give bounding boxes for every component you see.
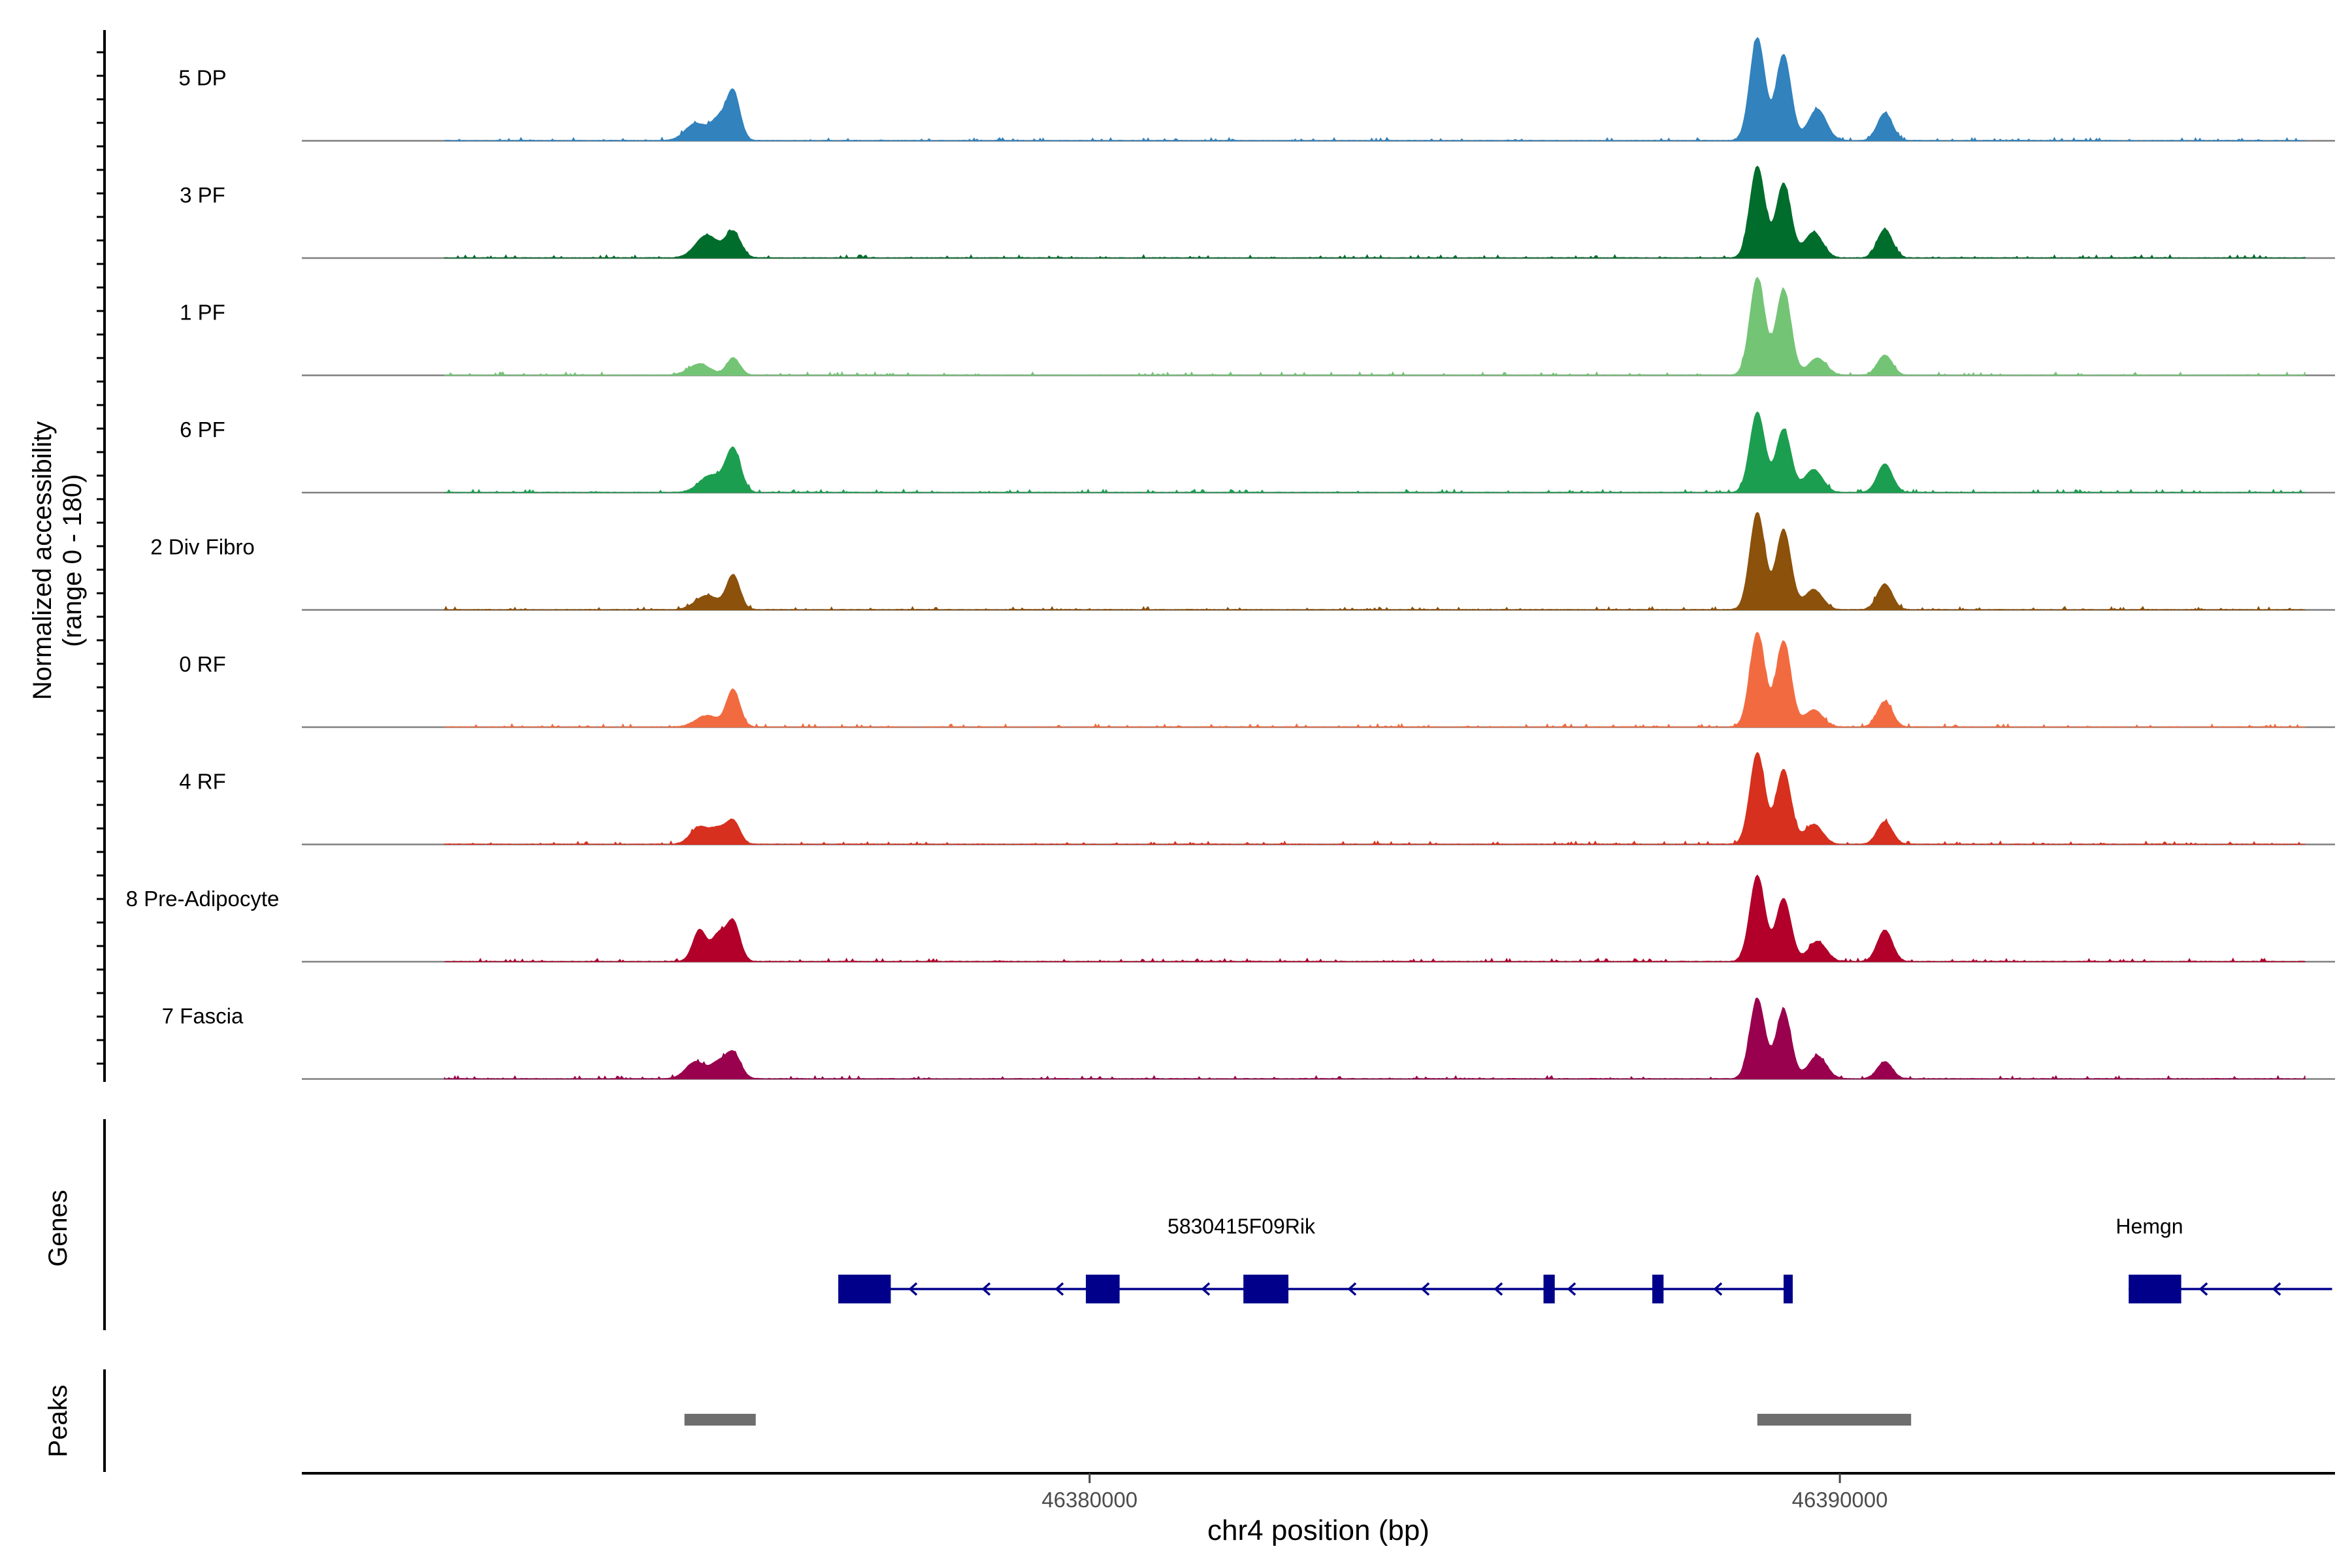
strand-arrow [2198, 1282, 2208, 1296]
coverage-area [444, 411, 2306, 493]
strand-arrow [2272, 1282, 2281, 1296]
gene-5830415f09rik: 5830415F09Rik [838, 1215, 1793, 1303]
gene-exon [2129, 1275, 2181, 1303]
track-2-div-fibro: 2 Div Fibro [150, 512, 2335, 611]
peak-region [684, 1414, 756, 1426]
gene-label: Hemgn [2115, 1215, 2183, 1238]
x-tick-label: 46380000 [1041, 1488, 1137, 1512]
track-label: 2 Div Fibro [150, 535, 255, 559]
track-0-rf: 0 RF [179, 631, 2335, 728]
y-axis-title: Normalized accessibility [28, 421, 57, 700]
coverage-area [444, 997, 2306, 1080]
gene-exon [1543, 1275, 1555, 1303]
track-6-pf: 6 PF [180, 411, 2335, 494]
track-7-fascia: 7 Fascia [162, 997, 2335, 1080]
track-5-dp: 5 DP [178, 37, 2335, 142]
strand-arrow [1347, 1282, 1357, 1296]
strand-arrow [1567, 1282, 1576, 1296]
track-label: 0 RF [179, 652, 226, 676]
gene-label: 5830415F09Rik [1168, 1215, 1316, 1238]
gene-hemgn: Hemgn [2115, 1215, 2332, 1303]
gene-annotation-panel: 5830415F09Rik Hemgn [103, 1119, 2332, 1330]
gene-exon [838, 1275, 891, 1303]
track-1-pf: 1 PF [180, 276, 2335, 376]
track-label: 5 DP [178, 66, 226, 90]
peaks-axis-title: Peaks [44, 1384, 73, 1457]
coverage-area [444, 631, 2306, 728]
coverage-area [444, 165, 2306, 259]
x-axis-title: chr4 position (bp) [1207, 1514, 1429, 1546]
track-3-pf: 3 PF [180, 165, 2335, 259]
strand-arrow [981, 1282, 991, 1296]
track-label: 1 PF [180, 301, 225, 325]
track-label: 3 PF [180, 183, 225, 207]
genes-axis-title: Genes [44, 1190, 73, 1267]
peaks-panel [103, 1369, 1912, 1472]
strand-arrow [1201, 1282, 1211, 1296]
track-label: 7 Fascia [162, 1004, 244, 1028]
gene-exon [1652, 1275, 1664, 1303]
strand-arrow [908, 1282, 918, 1296]
track-label: 8 Pre-Adipocyte [126, 887, 280, 911]
position-axis: 46380000 46390000 [302, 1472, 2335, 1512]
track-label: 4 RF [179, 770, 226, 794]
strand-arrow [1713, 1282, 1723, 1296]
coverage-area [444, 512, 2306, 611]
coverage-area [444, 874, 2306, 962]
track-4-rf: 4 RF [179, 751, 2335, 845]
gene-exon [1783, 1275, 1793, 1303]
track-8-pre-adipocyte: 8 Pre-Adipocyte [126, 874, 2335, 963]
strand-arrow [1494, 1282, 1503, 1296]
track-label: 6 PF [180, 417, 225, 442]
gene-exon [1086, 1275, 1120, 1303]
coverage-area [444, 37, 2306, 142]
coverage-tracks: 5 DP 3 PF 1 PF 6 PF 2 Div Fibro 0 RF 4 RF 8 Pre… [97, 30, 2335, 1082]
peak-region [1757, 1414, 1912, 1426]
strand-arrow [1054, 1282, 1064, 1296]
gene-exon [1243, 1275, 1289, 1303]
strand-arrow [1420, 1282, 1430, 1296]
coverage-area [444, 276, 2306, 376]
coverage-area [444, 751, 2306, 845]
y-axis-range: (range 0 - 180) [58, 474, 87, 647]
x-tick-label: 46390000 [1792, 1488, 1888, 1512]
